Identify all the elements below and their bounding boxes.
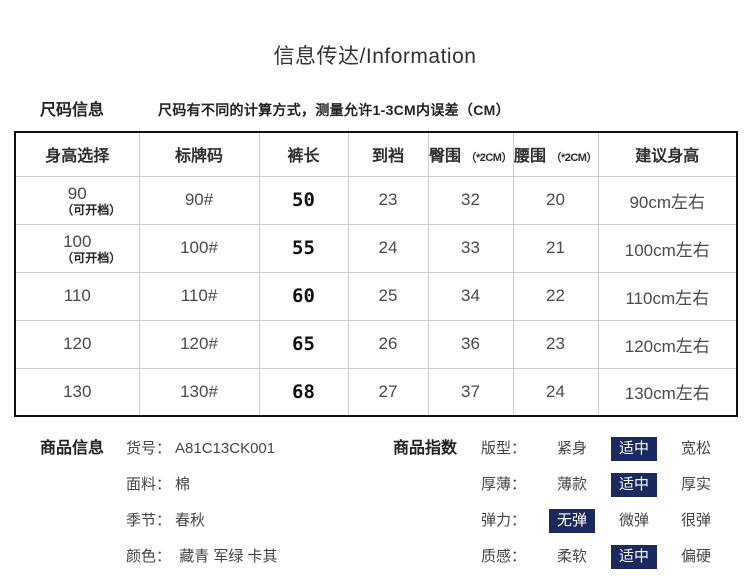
cell-hip: 32 xyxy=(427,175,514,225)
option-badge: 很弹 xyxy=(681,512,712,529)
product-info-item-fabric: 面料： 棉 xyxy=(126,473,278,509)
cell-waist: 21 xyxy=(512,223,599,273)
size-info-header: 尺码信息 尺码有不同的计算方式，测量允许1-3CM内误差（CM） xyxy=(40,96,720,120)
size-section-label: 尺码信息 xyxy=(40,102,105,119)
cell-tag: 130# xyxy=(138,367,260,417)
index-row-name: 厚薄： xyxy=(481,476,527,493)
cell-tag: 120# xyxy=(138,319,260,369)
cell-height: 90 （可开档） xyxy=(14,175,140,225)
cell-suggested-height: 120cm左右 xyxy=(597,319,738,369)
index-row-texture: 质感： 柔软 适中 偏硬 xyxy=(481,545,719,581)
index-row-name: 弹力： xyxy=(481,512,527,529)
option-badge: 微弹 xyxy=(619,512,650,529)
option-badge: 紧身 xyxy=(557,440,588,457)
option-badge: 适中 xyxy=(611,473,658,497)
option-badge: 适中 xyxy=(611,437,658,461)
cell-tag: 100# xyxy=(138,223,260,273)
cell-tag: 110# xyxy=(138,271,260,321)
cell-waist: 22 xyxy=(512,271,599,321)
cell-waist: 24 xyxy=(512,367,599,417)
info-item-value: 春秋 xyxy=(175,512,206,529)
cell-tag: 90# xyxy=(138,175,260,225)
size-chart-table: 身高选择 标牌码 裤长 到裆 臀围 （*2CM） 腰围 （*2CM） 建议身高 … xyxy=(14,131,738,417)
product-info-item-sku: 货号： A81C13CK001 xyxy=(126,437,278,473)
cell-crotch: 25 xyxy=(347,271,429,321)
product-info-section: 商品信息 货号： A81C13CK001 面料： 棉 季节： 春秋 颜色： 藏青… xyxy=(40,437,278,581)
index-row-fit: 版型： 紧身 适中 宽松 xyxy=(481,437,719,473)
cell-pants-length: 65 xyxy=(258,319,349,369)
cell-waist: 23 xyxy=(512,319,599,369)
col-header-waist: 腰围 （*2CM） xyxy=(512,131,599,177)
info-item-name: 货号： xyxy=(126,440,172,457)
index-row-elasticity: 弹力： 无弹 微弹 很弹 xyxy=(481,509,719,545)
col-header-hip: 臀围 （*2CM） xyxy=(427,131,514,177)
option-badge: 无弹 xyxy=(549,509,596,533)
cell-pants-length: 60 xyxy=(258,271,349,321)
product-index-label: 商品指数 xyxy=(393,440,458,457)
info-item-value: 藏青 军绿 卡其 xyxy=(175,548,278,565)
cell-height: 130 xyxy=(14,367,140,417)
table-header-row: 身高选择 标牌码 裤长 到裆 臀围 （*2CM） 腰围 （*2CM） 建议身高 xyxy=(14,131,738,177)
cell-suggested-height: 110cm左右 xyxy=(597,271,738,321)
table-row: 110 110# 60 25 34 22 110cm左右 xyxy=(14,271,738,321)
cell-crotch: 26 xyxy=(347,319,429,369)
col-header-tag-size: 标牌码 xyxy=(138,131,260,177)
option-badge: 偏硬 xyxy=(681,548,712,565)
cell-pants-length: 68 xyxy=(258,367,349,417)
cell-pants-length: 55 xyxy=(258,223,349,273)
index-row-name: 版型： xyxy=(481,440,527,457)
cell-suggested-height: 100cm左右 xyxy=(597,223,738,273)
col-header-pants-length: 裤长 xyxy=(258,131,349,177)
option-badge: 适中 xyxy=(611,545,658,569)
cell-height: 100 （可开档） xyxy=(14,223,140,273)
option-badge: 柔软 xyxy=(557,548,588,565)
cell-crotch: 24 xyxy=(347,223,429,273)
option-badge: 薄款 xyxy=(557,476,588,493)
cell-hip: 33 xyxy=(427,223,514,273)
index-row-name: 质感： xyxy=(481,548,527,565)
info-item-name: 颜色： xyxy=(126,548,172,565)
table-row: 130 130# 68 27 37 24 130cm左右 xyxy=(14,367,738,417)
table-row: 100 （可开档） 100# 55 24 33 21 100cm左右 xyxy=(14,223,738,273)
info-item-value: 棉 xyxy=(175,476,191,493)
option-badge: 厚实 xyxy=(681,476,712,493)
cell-pants-length: 50 xyxy=(258,175,349,225)
cell-hip: 34 xyxy=(427,271,514,321)
cell-crotch: 23 xyxy=(347,175,429,225)
cell-height: 110 xyxy=(14,271,140,321)
col-header-height: 身高选择 xyxy=(14,131,140,177)
col-header-suggested-height: 建议身高 xyxy=(597,131,738,177)
info-item-value: A81C13CK001 xyxy=(175,440,276,457)
table-row: 90 （可开档） 90# 50 23 32 20 90cm左右 xyxy=(14,175,738,225)
table-row: 120 120# 65 26 36 23 120cm左右 xyxy=(14,319,738,369)
cell-hip: 36 xyxy=(427,319,514,369)
product-info-item-color: 颜色： 藏青 军绿 卡其 xyxy=(126,545,278,581)
col-header-crotch: 到裆 xyxy=(347,131,429,177)
info-item-name: 面料： xyxy=(126,476,172,493)
option-badge: 宽松 xyxy=(681,440,712,457)
size-tolerance-note: 尺码有不同的计算方式，测量允许1-3CM内误差（CM） xyxy=(158,102,510,118)
product-info-label: 商品信息 xyxy=(40,440,105,457)
product-index-section: 商品指数 版型： 紧身 适中 宽松 厚薄： 薄款 适中 厚实 弹力： 无弹 微弹… xyxy=(393,437,719,581)
product-info-item-season: 季节： 春秋 xyxy=(126,509,278,545)
cell-height: 120 xyxy=(14,319,140,369)
cell-hip: 37 xyxy=(427,367,514,417)
cell-suggested-height: 130cm左右 xyxy=(597,367,738,417)
cell-crotch: 27 xyxy=(347,367,429,417)
info-item-name: 季节： xyxy=(126,512,172,529)
index-row-thickness: 厚薄： 薄款 适中 厚实 xyxy=(481,473,719,509)
cell-suggested-height: 90cm左右 xyxy=(597,175,738,225)
cell-waist: 20 xyxy=(512,175,599,225)
page-title: 信息传达/Information xyxy=(273,45,477,68)
